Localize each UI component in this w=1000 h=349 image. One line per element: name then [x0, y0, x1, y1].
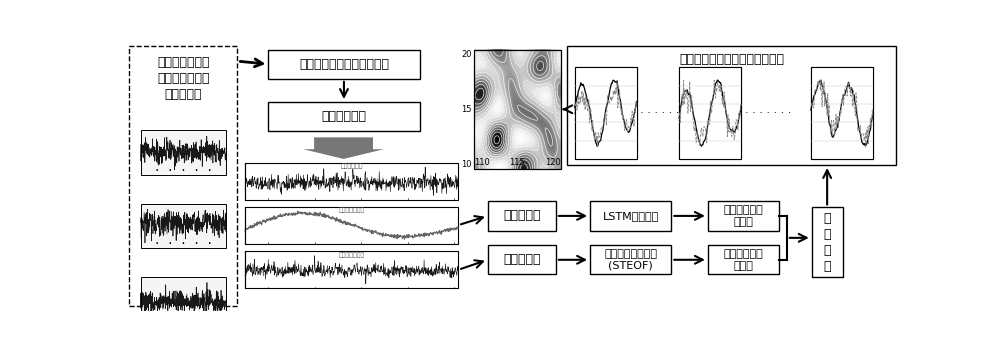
- Bar: [245, 163, 458, 200]
- Text: 小尺度信息预
报结果: 小尺度信息预 报结果: [724, 248, 763, 271]
- Text: 时空经验正交函数
(STEOF): 时空经验正交函数 (STEOF): [604, 248, 657, 271]
- Bar: [488, 201, 556, 231]
- Text: 小尺度信息: 小尺度信息: [503, 253, 541, 266]
- Bar: [268, 102, 420, 131]
- Bar: [140, 203, 226, 248]
- Text: LSTM神经网络: LSTM神经网络: [603, 211, 659, 221]
- Bar: [811, 67, 873, 159]
- Polygon shape: [303, 138, 384, 159]
- Bar: [567, 46, 896, 165]
- Bar: [140, 277, 226, 321]
- Text: 大尺度信息: 大尺度信息: [503, 209, 541, 222]
- Bar: [708, 245, 779, 274]
- Text: 海洋环境动力要素时空序列: 海洋环境动力要素时空序列: [299, 58, 389, 71]
- Text: 120: 120: [545, 158, 561, 168]
- Bar: [590, 245, 671, 274]
- Bar: [129, 46, 237, 306]
- Text: 研究区域海温时空序列预测结果: 研究区域海温时空序列预测结果: [679, 53, 784, 66]
- Text: 小尺度时空序列: 小尺度时空序列: [339, 252, 365, 258]
- Bar: [812, 207, 843, 277]
- Bar: [574, 67, 637, 159]
- Text: · · · · · · ·: · · · · · · ·: [633, 108, 679, 118]
- Bar: [245, 251, 458, 288]
- Bar: [590, 201, 671, 231]
- Text: 15: 15: [461, 105, 471, 114]
- Bar: [488, 245, 556, 274]
- Text: 预
报
结
果: 预 报 结 果: [823, 211, 831, 273]
- Bar: [474, 50, 561, 169]
- Text: 随机动态分析: 随机动态分析: [321, 110, 366, 123]
- Text: ·  ·  ·  ·  ·: · · · · ·: [155, 237, 212, 251]
- Text: 10: 10: [461, 160, 471, 169]
- Text: 大尺度信息预
报结果: 大尺度信息预 报结果: [724, 205, 763, 227]
- Bar: [140, 131, 226, 175]
- Bar: [268, 50, 420, 79]
- Text: 115: 115: [509, 158, 525, 168]
- Bar: [245, 207, 458, 244]
- Bar: [679, 67, 741, 159]
- Text: 大尺度时空序列: 大尺度时空序列: [339, 207, 365, 213]
- Bar: [708, 201, 779, 231]
- Text: · · · · · · ·: · · · · · · ·: [745, 108, 791, 118]
- Text: 110: 110: [474, 158, 490, 168]
- Text: 随机时空序列: 随机时空序列: [340, 164, 363, 169]
- Text: ·  ·  ·  ·  ·: · · · · ·: [155, 164, 212, 178]
- Text: 20: 20: [461, 50, 471, 59]
- Text: 待分析预报区域
海洋环境动力要
素时空序列: 待分析预报区域 海洋环境动力要 素时空序列: [157, 55, 209, 101]
